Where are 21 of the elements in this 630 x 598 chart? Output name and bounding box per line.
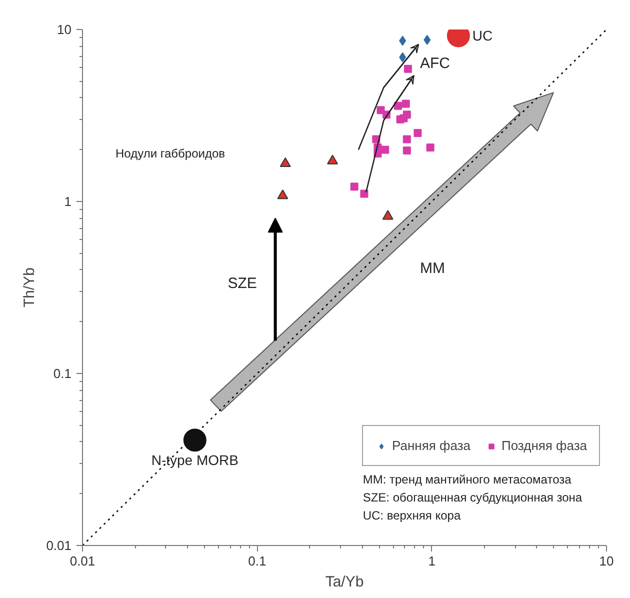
annotation: MM xyxy=(420,260,446,277)
annotation: MM: тренд мантийного метасоматоза xyxy=(362,472,572,486)
y-tick-label: 10 xyxy=(57,22,72,37)
x-tick-label: 0.1 xyxy=(248,554,266,568)
x-tick-label: 1 xyxy=(428,554,436,568)
annotation: SZE xyxy=(228,274,257,292)
annotation: UC: верхняя кора xyxy=(362,508,461,523)
x-tick-label: 0.01 xyxy=(70,554,96,568)
x-axis-title: Ta/Yb xyxy=(325,574,364,590)
y-tick-label: 0.01 xyxy=(46,538,72,553)
annotation: Нодули габброидов xyxy=(116,146,226,160)
x-tick-label: 10 xyxy=(599,554,614,568)
annotation: AFC xyxy=(420,55,450,72)
legend-label: Поздняя фаза xyxy=(502,438,588,453)
y-axis-title: Th/Yb xyxy=(21,267,38,308)
y-tick-label: 0.1 xyxy=(53,366,72,381)
y-tick-label: 1 xyxy=(64,194,72,209)
annotation: SZE: обогащенная субдукционная зона xyxy=(362,490,582,505)
series-label: UC xyxy=(472,28,493,44)
legend-label: Ранняя фаза xyxy=(392,438,470,453)
series-label: N-type MORB xyxy=(151,452,238,468)
